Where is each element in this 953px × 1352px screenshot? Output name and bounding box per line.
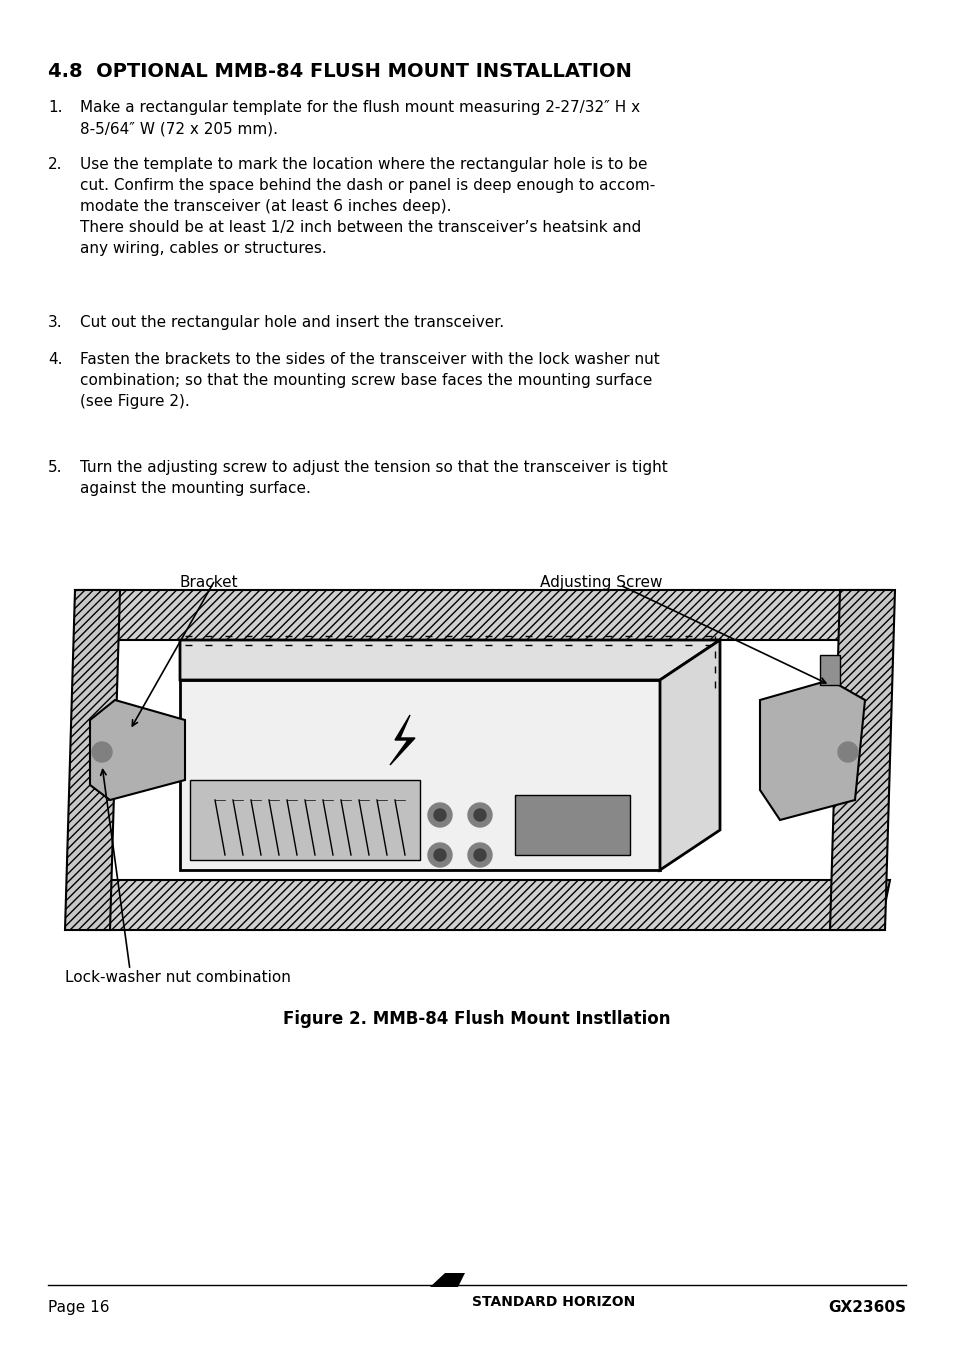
Text: Fasten the brackets to the sides of the transceiver with the lock washer nut
com: Fasten the brackets to the sides of the … (80, 352, 659, 410)
Polygon shape (659, 639, 720, 869)
Circle shape (434, 808, 446, 821)
Text: Bracket: Bracket (180, 575, 238, 589)
Circle shape (837, 742, 857, 763)
Text: Figure 2. MMB-84 Flush Mount Instllation: Figure 2. MMB-84 Flush Mount Instllation (283, 1010, 670, 1028)
Circle shape (474, 808, 485, 821)
Circle shape (468, 844, 492, 867)
Circle shape (428, 844, 452, 867)
Text: Lock-washer nut combination: Lock-washer nut combination (65, 969, 291, 986)
Text: 4.: 4. (48, 352, 63, 366)
Polygon shape (430, 1274, 452, 1287)
Polygon shape (390, 715, 415, 765)
Polygon shape (760, 680, 864, 821)
Polygon shape (820, 654, 840, 685)
Polygon shape (180, 639, 720, 680)
Circle shape (91, 742, 112, 763)
Text: 1.: 1. (48, 100, 63, 115)
Text: 3.: 3. (48, 315, 63, 330)
Polygon shape (180, 680, 659, 869)
Polygon shape (75, 589, 889, 639)
Polygon shape (65, 589, 120, 930)
Circle shape (468, 803, 492, 827)
Polygon shape (515, 795, 629, 854)
Text: 4.8  OPTIONAL MMB-84 FLUSH MOUNT INSTALLATION: 4.8 OPTIONAL MMB-84 FLUSH MOUNT INSTALLA… (48, 62, 631, 81)
Polygon shape (190, 780, 419, 860)
Text: 5.: 5. (48, 460, 63, 475)
Text: Turn the adjusting screw to adjust the tension so that the transceiver is tight
: Turn the adjusting screw to adjust the t… (80, 460, 667, 496)
Text: Cut out the rectangular hole and insert the transceiver.: Cut out the rectangular hole and insert … (80, 315, 503, 330)
Circle shape (434, 849, 446, 861)
Text: Use the template to mark the location where the rectangular hole is to be
cut. C: Use the template to mark the location wh… (80, 157, 655, 256)
Polygon shape (829, 589, 894, 930)
Circle shape (474, 849, 485, 861)
Text: Make a rectangular template for the flush mount measuring 2-27/32″ H x
8-5/64″ W: Make a rectangular template for the flus… (80, 100, 639, 137)
Text: Adjusting Screw: Adjusting Screw (539, 575, 661, 589)
Circle shape (428, 803, 452, 827)
Text: GX2360S: GX2360S (827, 1301, 905, 1315)
Polygon shape (90, 700, 185, 800)
Text: STANDARD HORIZON: STANDARD HORIZON (472, 1295, 635, 1309)
Polygon shape (75, 880, 889, 930)
Text: 2.: 2. (48, 157, 63, 172)
Text: Page 16: Page 16 (48, 1301, 110, 1315)
Polygon shape (442, 1274, 464, 1287)
